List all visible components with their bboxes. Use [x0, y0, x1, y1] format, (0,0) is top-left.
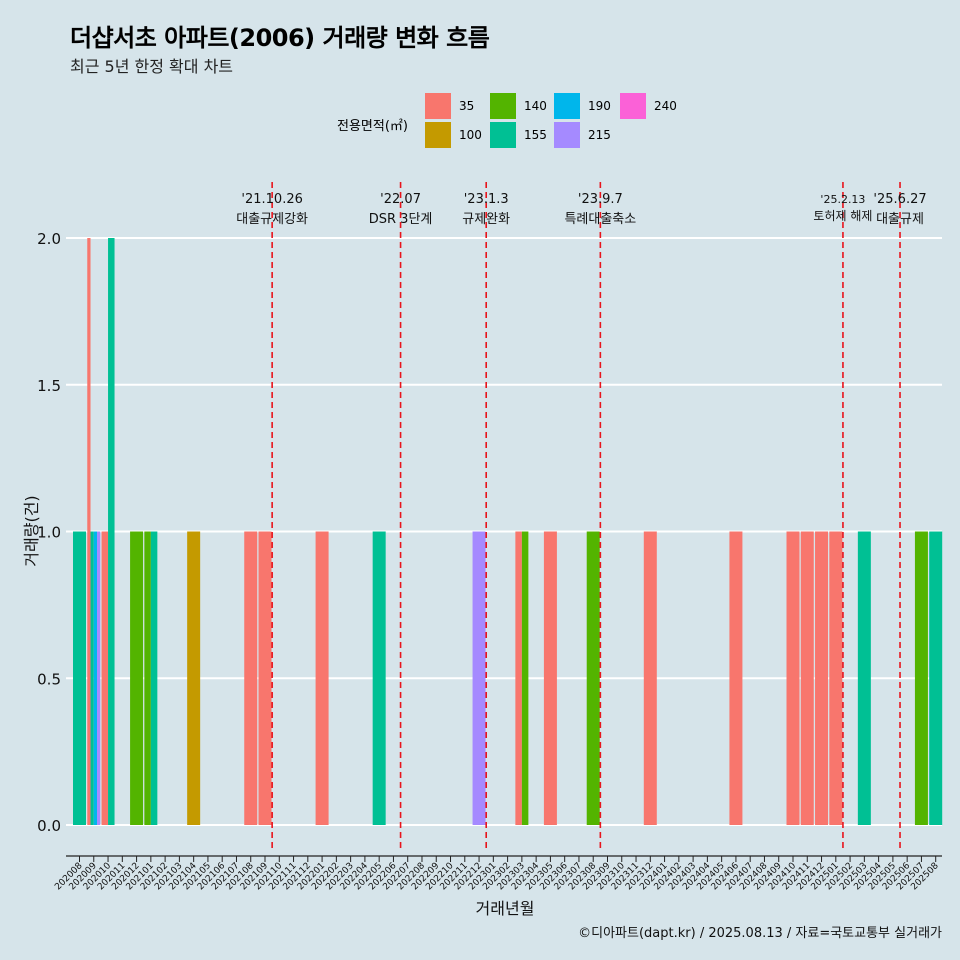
legend-label: 240	[654, 99, 677, 113]
legend-swatch	[490, 122, 516, 148]
bar-202212-215	[472, 531, 486, 825]
bar-202205-155	[372, 531, 386, 825]
legend-label: 215	[588, 128, 611, 142]
chart-subtitle: 최근 5년 한정 확대 차트	[70, 57, 234, 76]
bar-202410-35	[786, 531, 800, 825]
legend-item-240: 240	[620, 93, 677, 119]
x-axis-title: 거래년월	[476, 899, 535, 918]
legend-swatch	[620, 93, 646, 119]
legend-item-155: 155	[490, 122, 547, 148]
legend-swatch	[554, 93, 580, 119]
bar-202101-140	[144, 531, 151, 825]
bar-202010-155	[108, 238, 115, 825]
y-tick-label: 2.0	[37, 230, 61, 248]
bar-202009-35	[87, 238, 91, 825]
bar-202411-35	[800, 531, 814, 825]
bar-202308-140	[586, 531, 600, 825]
bar-202009-190	[93, 531, 98, 825]
legend-item-35: 35	[425, 93, 474, 119]
event-date-label: '23.1.3	[464, 192, 509, 207]
legend-swatch	[425, 93, 451, 119]
legend-label: 190	[588, 99, 611, 113]
bar-202009-215	[97, 531, 101, 825]
legend-swatch	[490, 93, 516, 119]
y-axis-title: 거래량(건)	[22, 495, 41, 566]
bar-202508-155	[929, 531, 943, 825]
y-tick-label: 1.5	[37, 377, 61, 395]
bar-202406-35	[729, 531, 743, 825]
event-label: 대출규제강화	[236, 212, 308, 227]
legend-label: 35	[459, 99, 475, 113]
bar-202008-155	[73, 531, 86, 825]
event-label: 대출규제	[876, 212, 924, 227]
legend-label: 100	[459, 128, 482, 142]
event-label: 규제완화	[462, 212, 510, 227]
bar-202503-155	[857, 531, 871, 825]
bar-202009-155	[90, 531, 94, 825]
bar-202501-35	[829, 531, 843, 825]
y-tick-label: 0.5	[37, 670, 61, 688]
bar-202109-35	[258, 531, 272, 825]
legend-item-190: 190	[554, 93, 611, 119]
bar-202303-35	[515, 531, 522, 825]
legend-item-100: 100	[425, 122, 482, 148]
bar-202312-35	[643, 531, 657, 825]
bar-202104-100	[187, 531, 201, 825]
chart-title: 더샵서초 아파트(2006) 거래량 변화 흐름	[70, 24, 490, 52]
event-date-label: '22.07	[380, 192, 421, 207]
legend-label: 140	[524, 99, 547, 113]
bar-202101-155	[150, 531, 158, 825]
legend-swatch	[554, 122, 580, 148]
event-label: 특례대출축소	[564, 212, 636, 227]
legend-item-215: 215	[554, 122, 611, 148]
event-date-label: '25.2.13	[820, 193, 865, 206]
legend-swatch	[425, 122, 451, 148]
event-date-label: '23.9.7	[578, 192, 623, 207]
bar-202412-35	[815, 531, 829, 825]
legend-title: 전용면적(㎡)	[337, 119, 408, 134]
bar-202305-35	[543, 531, 557, 825]
event-date-label: '25.6.27	[873, 192, 926, 207]
source-caption: ©디아파트(dapt.kr) / 2025.08.13 / 자료=국토교통부 실…	[578, 926, 942, 941]
event-label: DSR 3단계	[369, 212, 433, 227]
bar-202303-140	[521, 531, 529, 825]
bar-202108-35	[244, 531, 258, 825]
legend-item-140: 140	[490, 93, 547, 119]
legend-label: 155	[524, 128, 547, 142]
bar-202010-35	[101, 531, 109, 825]
event-label: 토허제 해제	[813, 209, 872, 223]
y-tick-label: 0.0	[37, 817, 61, 835]
event-date-label: '21.10.26	[241, 192, 302, 207]
bar-202507-140	[914, 531, 928, 825]
y-tick-label: 1.0	[37, 524, 61, 542]
bar-202012-140	[130, 531, 144, 825]
bar-202201-35	[315, 531, 329, 825]
